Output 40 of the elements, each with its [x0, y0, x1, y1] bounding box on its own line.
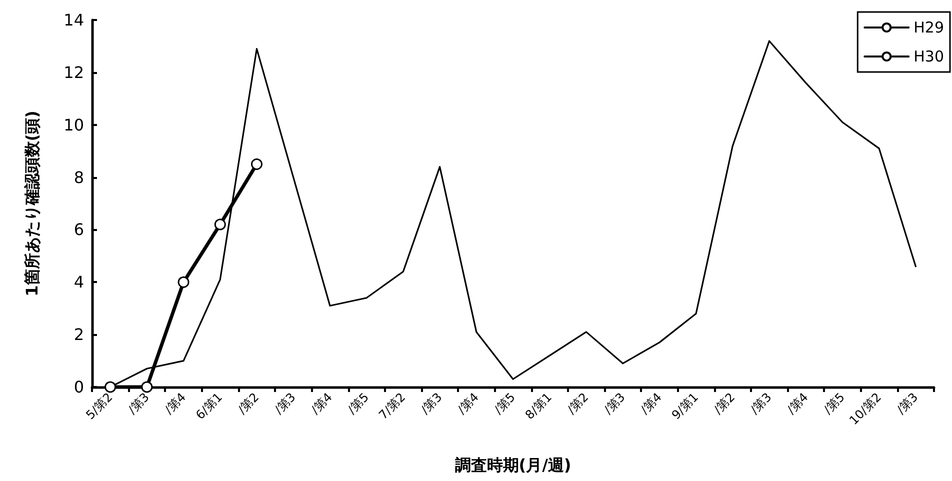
- x-tick-label: /第4: [638, 390, 664, 417]
- legend-label: H30: [914, 48, 944, 66]
- point: [214, 218, 226, 230]
- x-tick-label: /第3: [894, 390, 921, 417]
- x-tick-label: 10/第2: [846, 390, 884, 428]
- y-tick-label: 4: [74, 272, 84, 292]
- y-tick-label: 2: [74, 325, 84, 344]
- point: [178, 276, 190, 288]
- legend-label: H29: [914, 18, 944, 36]
- y-tick-label: 0: [74, 378, 84, 396]
- y-tick-label: 10: [64, 115, 84, 134]
- x-tick-label: 9/第1: [668, 390, 701, 422]
- x-tick-label: /第4: [308, 390, 335, 417]
- point: [251, 158, 262, 170]
- x-tick-label: /第3: [748, 390, 774, 417]
- x-tick-label: /第4: [162, 390, 188, 417]
- x-tick-label: /第5: [820, 390, 848, 417]
- y-tick-label: 6: [74, 220, 84, 240]
- y-tick-label: 14: [64, 10, 84, 30]
- x-tick-label: /第3: [272, 390, 298, 417]
- y-tick-label: 12: [64, 62, 84, 82]
- x-tick-label: /第2: [564, 390, 592, 417]
- x-tick-label: /第5: [491, 390, 518, 417]
- x-tick-label: 5/第2: [83, 390, 116, 422]
- y-tick-label: 8: [74, 168, 84, 187]
- x-tick-label: 6/第1: [193, 390, 226, 422]
- x-tick-label: /第3: [418, 390, 445, 417]
- x-tick-label: /第3: [125, 390, 152, 417]
- x-tick-label: /第5: [344, 390, 372, 417]
- x-tick-label: 8/第1: [522, 390, 555, 422]
- x-tick-label: /第4: [454, 390, 482, 417]
- x-tick-label: 7/第2: [376, 390, 408, 422]
- x-tick-label: /第2: [235, 390, 262, 417]
- y-axis-title: 1箇所あたり確認頭数(頭): [22, 110, 42, 296]
- x-axis-title: 調査時期(月/週): [454, 456, 572, 474]
- x-tick-label: /第3: [601, 390, 628, 417]
- point: [104, 381, 116, 393]
- point: [141, 381, 153, 393]
- x-tick-label: /第2: [710, 390, 738, 417]
- x-tick-label: /第4: [784, 390, 811, 417]
